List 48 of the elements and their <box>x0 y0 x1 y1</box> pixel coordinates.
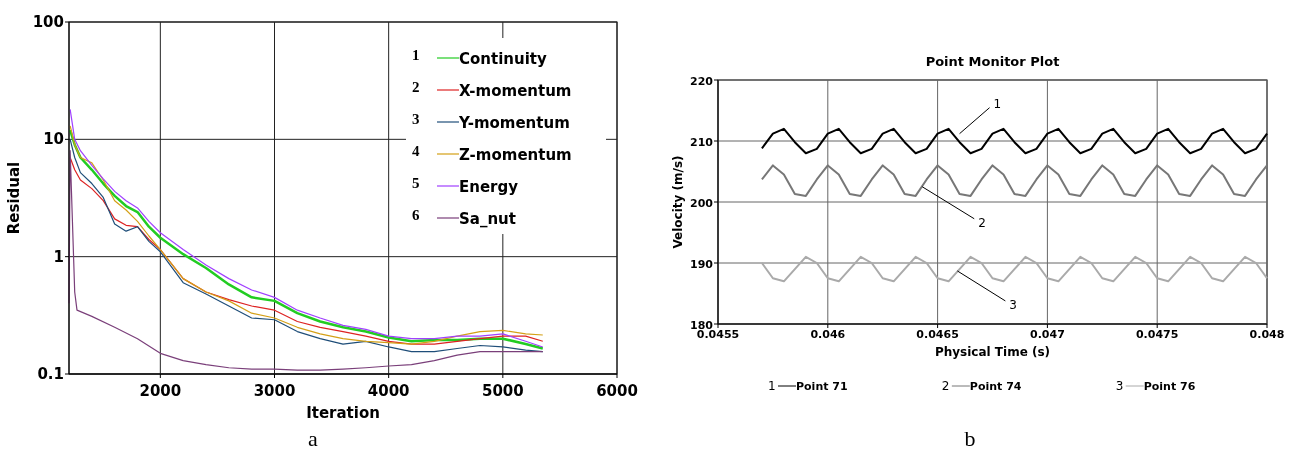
legend-label: Point 71 <box>796 380 848 393</box>
x-tick-label: 0.0475 <box>1135 328 1179 341</box>
x-axis-title: Physical Time (s) <box>934 345 1051 359</box>
text: a <box>308 426 319 451</box>
x-tick-label: 6000 <box>596 382 638 400</box>
legend-label: Sa_nut <box>459 210 516 228</box>
text: 2 <box>941 379 950 393</box>
x-axis-title: Iteration <box>306 404 380 422</box>
annotation: 1 <box>993 96 1002 111</box>
annotation: 2 <box>412 79 420 95</box>
line-series <box>760 164 1268 197</box>
x-tick-label: 0.048 <box>1249 328 1285 341</box>
x-tick-label: 0.047 <box>1030 328 1065 341</box>
y-tick-label: 200 <box>690 197 714 210</box>
legend-label: Y-momentum <box>458 114 570 132</box>
chart-title: Point Monitor Plot <box>925 54 1060 69</box>
x-tick-label: 4000 <box>367 382 410 400</box>
line-series <box>760 255 1268 283</box>
legend-label: Point 74 <box>969 380 1022 393</box>
y-tick-label: 220 <box>690 75 714 88</box>
text: 3 <box>1115 379 1124 393</box>
x-tick-label: 0.0465 <box>916 328 959 341</box>
legend-label: X-momentum <box>459 82 572 100</box>
annotation: 3 <box>1009 297 1017 312</box>
x-tick-label: 5000 <box>481 382 524 400</box>
legend-label: Continuity <box>459 50 547 68</box>
x-tick-label: 2000 <box>139 382 182 400</box>
y-axis-title: Residual <box>5 161 23 235</box>
y-tick-label: 10 <box>43 130 64 149</box>
text: b <box>964 426 976 451</box>
annotation: 3 <box>412 111 420 127</box>
y-axis-title: Velocity (m/s) <box>671 155 685 249</box>
legend-label: Energy <box>459 178 519 196</box>
text: 1 <box>768 379 776 393</box>
x-tick-label: 0.046 <box>810 328 846 341</box>
y-tick-label: 1 <box>53 247 64 266</box>
annotation: 6 <box>412 207 420 223</box>
annotation: 1 <box>412 47 420 63</box>
annotation: 5 <box>412 175 420 191</box>
annotation: 4 <box>412 143 420 159</box>
legend-label: Z-momentum <box>459 146 572 164</box>
y-tick-label: 0.1 <box>37 365 64 383</box>
y-tick-label: 100 <box>32 13 64 31</box>
annotation: 2 <box>978 215 986 230</box>
y-tick-label: 210 <box>690 136 714 149</box>
x-tick-label: 3000 <box>253 382 296 400</box>
y-tick-label: 190 <box>690 258 714 271</box>
legend-label: Point 76 <box>1143 380 1196 393</box>
